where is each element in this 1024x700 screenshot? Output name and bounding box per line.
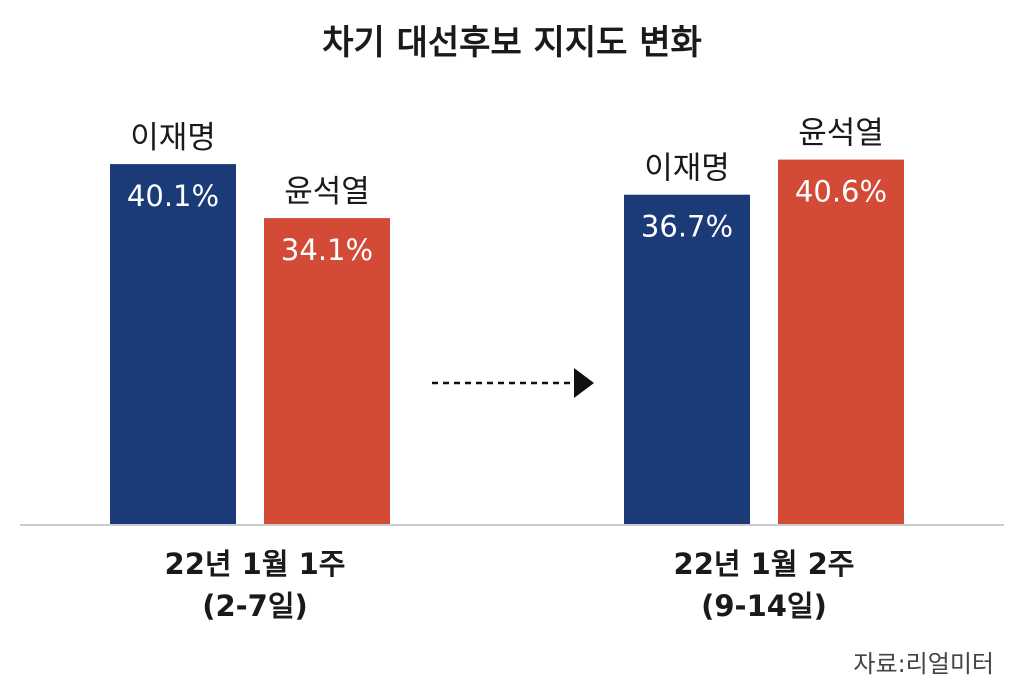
category-label-2-line1: 22년 1월 2주 bbox=[674, 547, 855, 581]
value-label-lee-week1: 40.1% bbox=[127, 179, 219, 213]
bar-yoon-week2 bbox=[778, 159, 904, 525]
value-label-yoon-week1: 34.1% bbox=[281, 233, 373, 267]
series-label-yoon-week2: 윤석열 bbox=[798, 116, 884, 152]
transition-arrow bbox=[432, 368, 594, 398]
arrow-head-icon bbox=[574, 368, 594, 398]
series-label-yoon-week1: 윤석열 bbox=[284, 174, 370, 210]
bars-group bbox=[110, 159, 904, 525]
labels-group: 40.1% 이재명 34.1% 윤석열 36.7% 이재명 40.6% 윤석열 bbox=[127, 116, 887, 268]
value-label-lee-week2: 36.7% bbox=[641, 210, 733, 244]
value-label-yoon-week2: 40.6% bbox=[795, 175, 887, 209]
category-label-1-line1: 22년 1월 1주 bbox=[165, 547, 346, 581]
bar-lee-week1 bbox=[110, 164, 236, 525]
bar-yoon-week1 bbox=[264, 218, 390, 525]
series-label-lee-week2: 이재명 bbox=[644, 151, 730, 187]
chart-title: 차기 대선후보 지지도 변화 bbox=[322, 23, 702, 63]
series-label-lee-week1: 이재명 bbox=[130, 120, 216, 156]
source-note: 자료:리얼미터 bbox=[853, 650, 994, 678]
category-label-2-line2: (9-14일) bbox=[701, 589, 827, 623]
category-label-1-line2: (2-7일) bbox=[202, 589, 308, 623]
bar-lee-week2 bbox=[624, 194, 750, 525]
